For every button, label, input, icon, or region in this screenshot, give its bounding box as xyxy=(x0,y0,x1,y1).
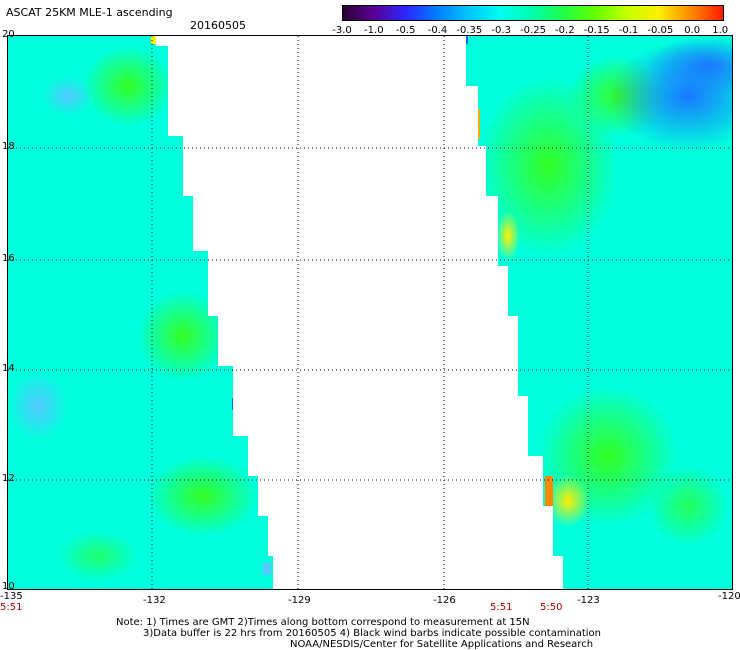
time-label: 5:50 xyxy=(540,602,563,613)
lon-label: -123 xyxy=(577,595,600,606)
time-label: 5:51 xyxy=(0,602,23,613)
graticule xyxy=(8,36,732,589)
colorbar-label: -0.35 xyxy=(456,25,483,36)
lon-label: -132 xyxy=(143,595,166,606)
colorbar-label: 0.0 xyxy=(684,25,701,36)
colorbar xyxy=(342,5,724,21)
lon-label: -126 xyxy=(433,595,456,606)
colorbar-label: -0.05 xyxy=(647,25,674,36)
lat-label: 14 xyxy=(2,363,15,374)
map-date: 20160505 xyxy=(190,19,246,32)
map-panel xyxy=(7,35,733,590)
lon-label: -135 xyxy=(0,591,23,602)
right-swath xyxy=(458,36,732,589)
note-line-2: 3)Data buffer is 22 hrs from 20160505 4)… xyxy=(143,628,601,639)
colorbar-label: -0.2 xyxy=(555,25,575,36)
time-label: 5:51 xyxy=(490,602,513,613)
colorbar-labels: -3.0 -1.0 -0.5 -0.4 -0.35 -0.3 -0.25 -0.… xyxy=(332,25,728,38)
map-canvas xyxy=(8,36,732,589)
note-line-3: NOAA/NESDIS/Center for Satellite Applica… xyxy=(290,639,594,650)
colorbar-label: -0.3 xyxy=(491,25,511,36)
map-title: ASCAT 25KM MLE-1 ascending xyxy=(6,6,173,19)
lon-label: -120 xyxy=(718,591,740,602)
colorbar-label: -0.1 xyxy=(618,25,639,36)
lat-label: 20 xyxy=(2,29,15,40)
note-line-1: Note: 1) Times are GMT 2)Times along bot… xyxy=(116,617,530,628)
lat-label: 12 xyxy=(2,473,15,484)
lat-label: 16 xyxy=(2,253,15,264)
colorbar-label: 1.0 xyxy=(712,25,729,36)
lat-label: 18 xyxy=(2,141,15,152)
colorbar-label: -0.5 xyxy=(395,25,416,36)
colorbar-label: -0.25 xyxy=(520,25,546,36)
colorbar-label: -0.4 xyxy=(427,25,448,36)
colorbar-label: -1.0 xyxy=(364,25,384,36)
lat-label: 10 xyxy=(2,581,15,592)
colorbar-label: -0.15 xyxy=(583,25,610,36)
lon-label: -129 xyxy=(288,595,311,606)
left-swath xyxy=(8,36,273,589)
colorbar-label: -3.0 xyxy=(332,25,352,36)
